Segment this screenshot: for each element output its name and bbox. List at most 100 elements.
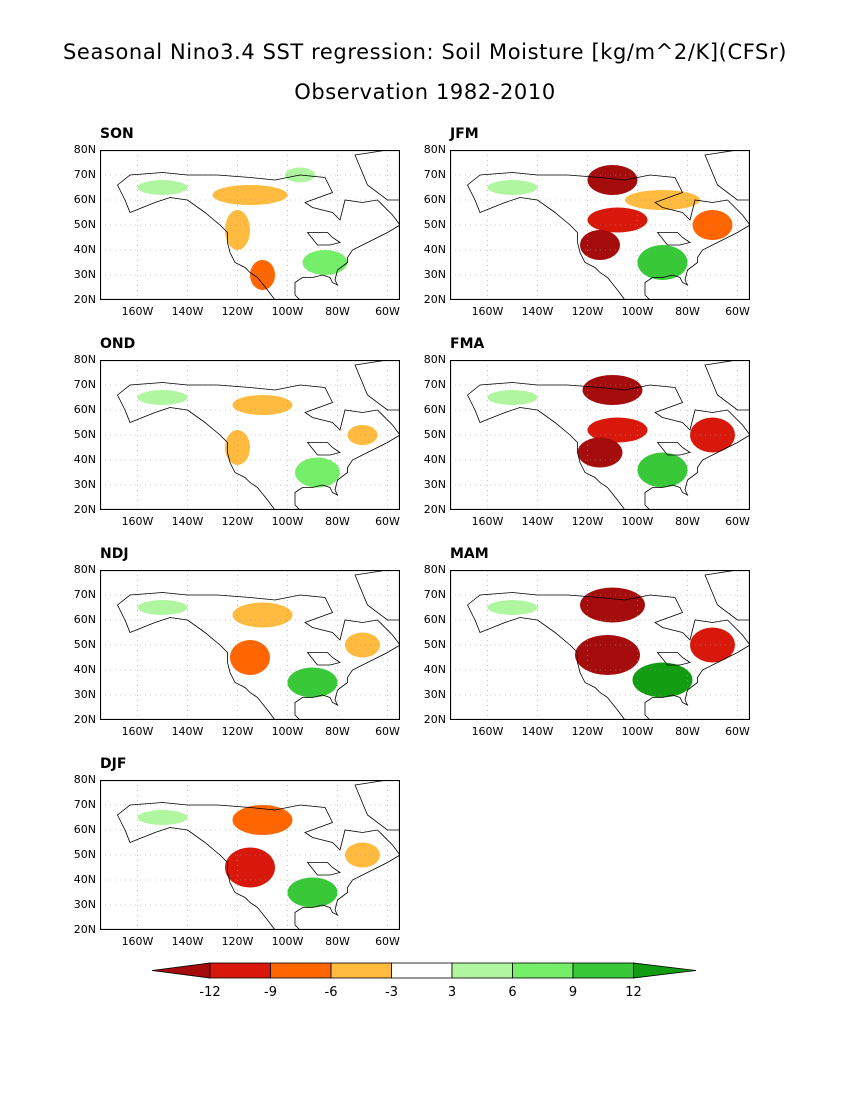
lat-tick-label: 80N bbox=[73, 563, 96, 576]
lat-tick-label: 40N bbox=[73, 453, 96, 466]
lat-tick-label: 40N bbox=[73, 663, 96, 676]
lat-tick-label: 80N bbox=[73, 353, 96, 366]
lon-tick-label: 160W bbox=[121, 305, 154, 318]
lon-tick-label: 80W bbox=[325, 305, 350, 318]
lat-tick-label: 30N bbox=[73, 268, 96, 281]
anomaly-region bbox=[232, 395, 293, 415]
anomaly-region bbox=[287, 667, 338, 698]
colorbar-segment bbox=[209, 962, 271, 979]
lat-tick-label: 40N bbox=[423, 453, 446, 466]
map-frame bbox=[100, 570, 400, 720]
lon-tick-label: 140W bbox=[171, 305, 204, 318]
lat-tick-label: 50N bbox=[73, 428, 96, 441]
colorbar-tick-label: -6 bbox=[324, 985, 338, 1000]
anomaly-region bbox=[487, 390, 538, 405]
anomaly-region bbox=[250, 260, 275, 290]
lon-tick-label: 160W bbox=[121, 725, 154, 738]
anomaly-region bbox=[637, 452, 688, 488]
lat-tick-label: 40N bbox=[423, 663, 446, 676]
anomaly-region bbox=[137, 390, 188, 405]
coastline bbox=[354, 780, 400, 831]
coastline bbox=[116, 172, 400, 300]
anomaly-region bbox=[690, 627, 735, 663]
lat-tick-label: 30N bbox=[423, 478, 446, 491]
lon-tick-label: 100W bbox=[621, 725, 654, 738]
colorbar-min-arrow bbox=[151, 962, 211, 979]
map-panel-mam bbox=[450, 570, 750, 720]
colorbar-tick-label: 6 bbox=[508, 985, 517, 1000]
coastline bbox=[116, 802, 400, 930]
lon-tick-label: 80W bbox=[325, 515, 350, 528]
anomaly-region bbox=[137, 600, 188, 615]
lon-tick-label: 140W bbox=[521, 305, 554, 318]
lat-tick-label: 60N bbox=[423, 193, 446, 206]
coastline bbox=[116, 382, 400, 510]
figure-title: Seasonal Nino3.4 SST regression: Soil Mo… bbox=[63, 40, 787, 64]
anomaly-region bbox=[577, 437, 623, 468]
lat-tick-label: 70N bbox=[73, 168, 96, 181]
coastline bbox=[306, 442, 341, 456]
lat-tick-label: 60N bbox=[73, 193, 96, 206]
lat-tick-label: 50N bbox=[423, 218, 446, 231]
coastline bbox=[704, 360, 750, 411]
map-panel-fma bbox=[450, 360, 750, 510]
coastline bbox=[306, 652, 341, 666]
anomaly-region bbox=[582, 375, 643, 405]
map-svg bbox=[100, 780, 400, 930]
lat-tick-label: 80N bbox=[423, 143, 446, 156]
coastline bbox=[656, 442, 691, 456]
map-panel-jfm bbox=[450, 150, 750, 300]
coastline bbox=[704, 150, 750, 201]
lat-tick-label: 50N bbox=[423, 428, 446, 441]
coastline bbox=[466, 592, 750, 720]
lat-tick-label: 20N bbox=[423, 293, 446, 306]
coastline bbox=[354, 360, 400, 411]
lat-tick-label: 50N bbox=[73, 218, 96, 231]
lat-tick-label: 80N bbox=[423, 353, 446, 366]
anomaly-region bbox=[587, 207, 648, 233]
panel-title: JFM bbox=[450, 126, 479, 142]
lat-tick-label: 70N bbox=[73, 378, 96, 391]
coastline bbox=[306, 232, 341, 246]
anomaly-region bbox=[295, 457, 340, 488]
map-frame bbox=[100, 360, 400, 510]
map-frame bbox=[450, 150, 750, 300]
anomaly-region bbox=[487, 180, 538, 195]
lat-tick-label: 70N bbox=[73, 798, 96, 811]
lat-tick-label: 70N bbox=[423, 378, 446, 391]
lat-tick-label: 60N bbox=[423, 403, 446, 416]
anomaly-region bbox=[232, 805, 293, 835]
map-panel-son bbox=[100, 150, 400, 300]
lon-tick-label: 60W bbox=[375, 305, 400, 318]
lon-tick-label: 120W bbox=[221, 305, 254, 318]
lon-tick-label: 80W bbox=[675, 515, 700, 528]
lat-tick-label: 50N bbox=[423, 638, 446, 651]
map-svg bbox=[100, 360, 400, 510]
coastline bbox=[306, 862, 341, 876]
anomaly-region bbox=[580, 587, 645, 623]
colorbar bbox=[151, 962, 697, 979]
lon-tick-label: 80W bbox=[675, 305, 700, 318]
anomaly-region bbox=[345, 842, 380, 868]
anomaly-region bbox=[137, 810, 188, 825]
colorbar-tick-label: -12 bbox=[199, 985, 221, 1000]
lon-tick-label: 140W bbox=[171, 725, 204, 738]
lat-tick-label: 50N bbox=[73, 848, 96, 861]
map-frame bbox=[100, 150, 400, 300]
map-panel-djf bbox=[100, 780, 400, 930]
anomaly-region bbox=[302, 250, 348, 275]
colorbar-segment bbox=[391, 962, 453, 979]
lon-tick-label: 60W bbox=[725, 725, 750, 738]
colorbar-segment bbox=[270, 962, 332, 979]
coastline bbox=[656, 652, 691, 666]
lon-tick-label: 160W bbox=[121, 935, 154, 948]
panel-title: DJF bbox=[100, 756, 127, 772]
lat-tick-label: 30N bbox=[73, 688, 96, 701]
anomaly-region bbox=[637, 245, 688, 280]
lon-tick-label: 80W bbox=[325, 725, 350, 738]
lat-tick-label: 70N bbox=[73, 588, 96, 601]
panel-title: FMA bbox=[450, 336, 485, 352]
lat-tick-label: 30N bbox=[423, 688, 446, 701]
panel-title: SON bbox=[100, 126, 134, 142]
lon-tick-label: 140W bbox=[521, 725, 554, 738]
